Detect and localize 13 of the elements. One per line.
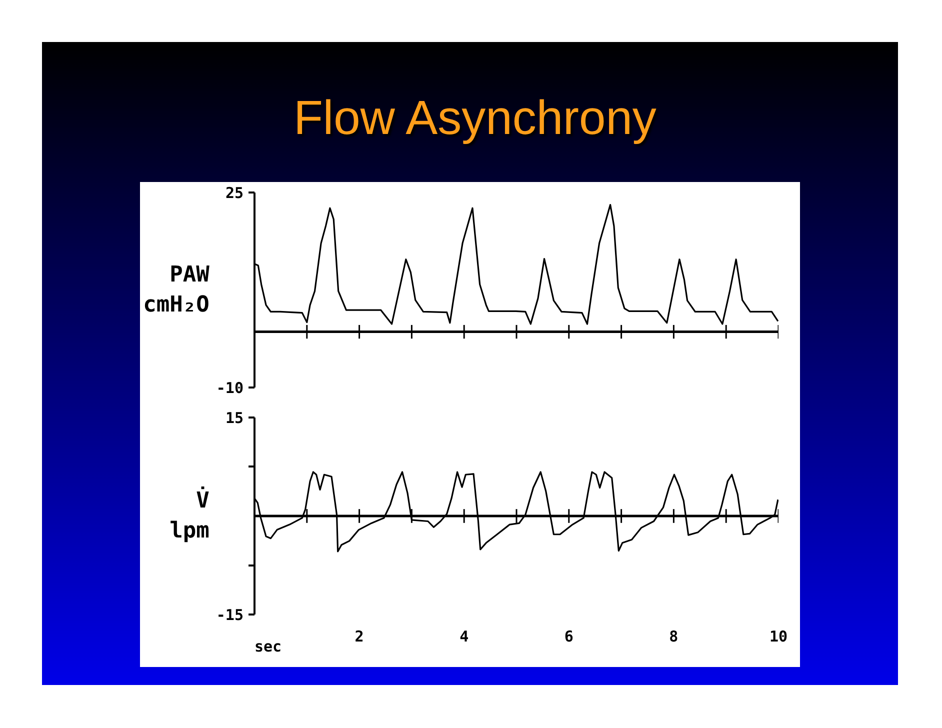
y-tick-label: -15 xyxy=(216,606,244,624)
x-tick-label: 10 xyxy=(769,628,788,646)
y-tick-label: -10 xyxy=(216,379,244,397)
y-axis-title: PAW cmH₂O xyxy=(143,262,210,318)
chart-title: Flow Asynchrony xyxy=(294,91,656,147)
x-tick-label: 8 xyxy=(669,628,678,646)
y-axis-title: V̇ lpm xyxy=(170,485,210,544)
x-axis-title: sec xyxy=(254,638,282,656)
x-tick-label: 4 xyxy=(460,628,469,646)
y-tick-label: 25 xyxy=(225,184,244,202)
x-tick-label: 6 xyxy=(564,628,574,646)
y-tick-label: 15 xyxy=(225,409,244,427)
x-tick-label: 2 xyxy=(354,628,364,646)
